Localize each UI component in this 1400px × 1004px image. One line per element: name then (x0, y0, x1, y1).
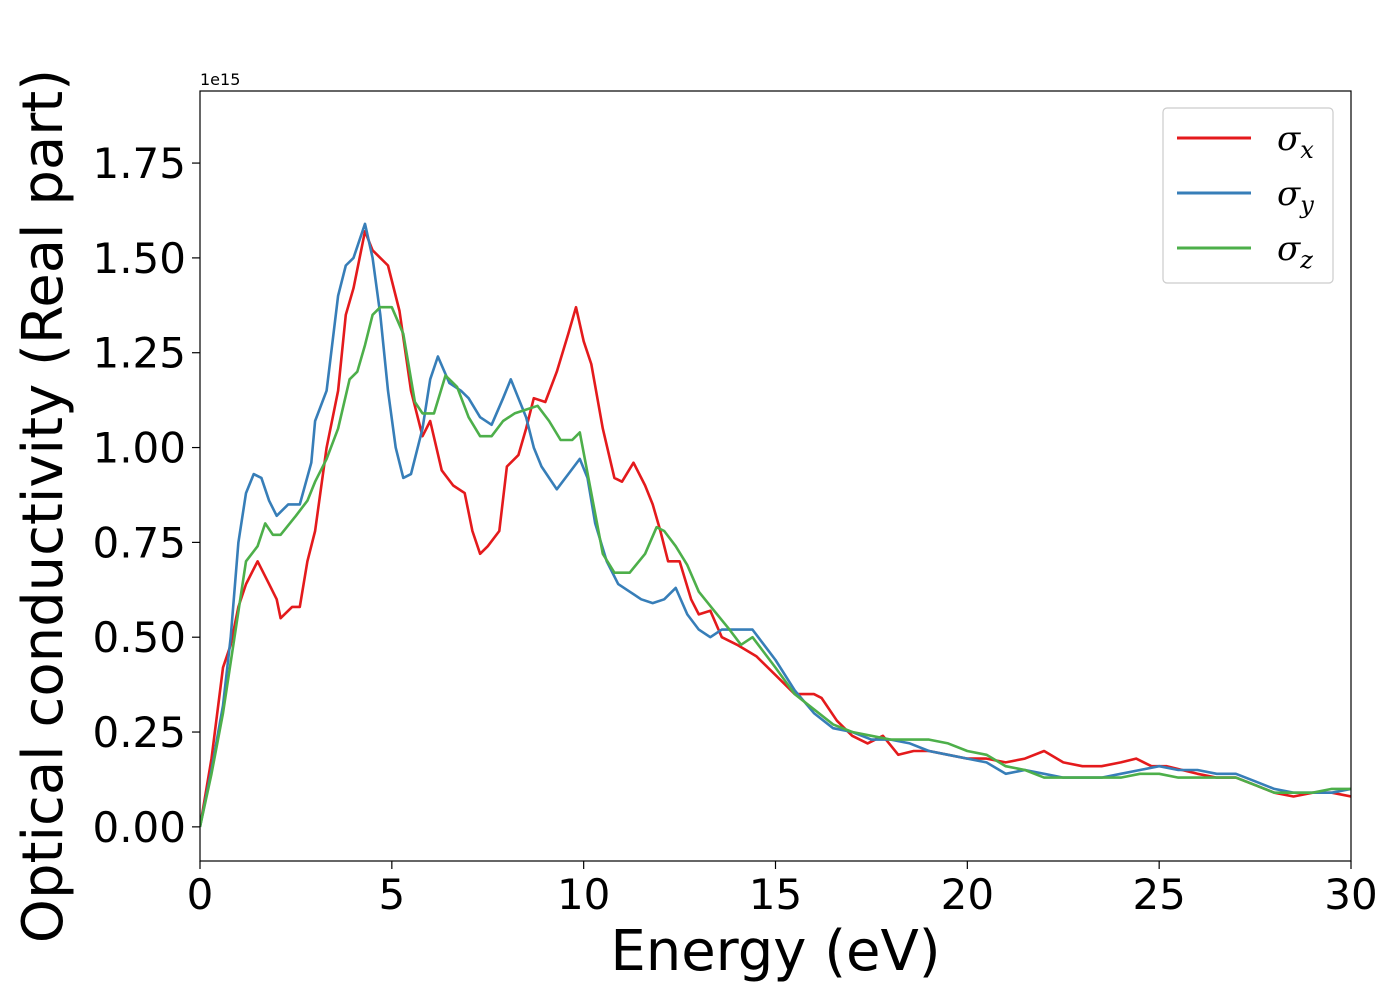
series-layer (200, 222, 1351, 828)
legend-symbol: σ (1277, 229, 1301, 269)
y-tick-label: 1.75 (92, 139, 186, 188)
ticks-layer: 0 5 10 15 20 25 30 0.00 0.25 0.50 0.75 1.00 1.25 1.50… (92, 139, 1377, 919)
legend-label-y: σy (1277, 174, 1314, 219)
legend-subscript: x (1300, 136, 1314, 164)
legend-subscript: z (1299, 246, 1313, 274)
y-tick-label: 1.50 (92, 234, 186, 283)
y-tick-label: 0.75 (92, 518, 186, 567)
legend-box (1162, 107, 1334, 284)
legend-symbol: σ (1277, 174, 1301, 214)
legend-label-x: σx (1277, 119, 1314, 164)
y-tick-label: 0.00 (92, 803, 186, 852)
legend-symbol: σ (1277, 119, 1301, 159)
legend-label-z: σz (1277, 229, 1313, 274)
x-tick-label: 0 (187, 870, 214, 919)
y-axis-label: Optical conductivity (Real part) (11, 69, 76, 943)
x-tick-label: 25 (1132, 870, 1185, 919)
x-tick-label: 30 (1324, 870, 1377, 919)
x-axis-label: Energy (eV) (610, 919, 940, 984)
series-line-z (200, 305, 1351, 828)
y-tick-label: 1.00 (92, 424, 186, 473)
x-tick-label: 5 (378, 870, 405, 919)
y-tick-label: 0.50 (92, 613, 186, 662)
legend-subscript: y (1299, 191, 1314, 219)
y-tick-label: 0.25 (92, 708, 186, 757)
y-offset-label: 1e15 (200, 70, 240, 89)
x-tick-label: 20 (941, 870, 994, 919)
series-line-x (200, 230, 1351, 828)
x-tick-label: 10 (557, 870, 610, 919)
y-tick-label: 1.25 (92, 329, 186, 378)
x-tick-label: 15 (749, 870, 802, 919)
